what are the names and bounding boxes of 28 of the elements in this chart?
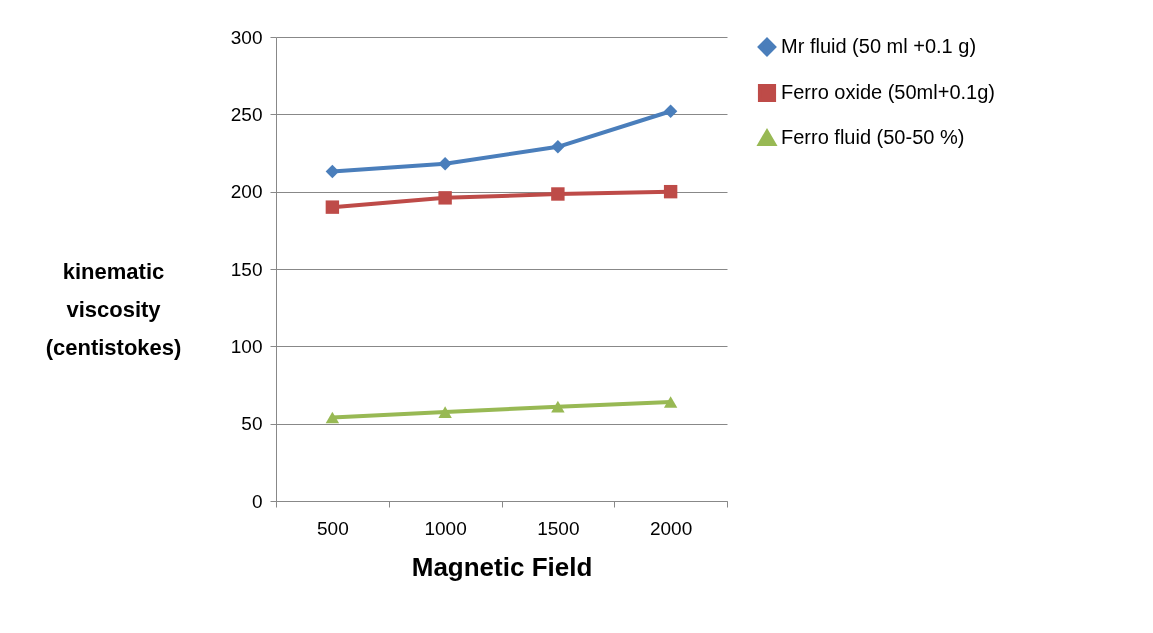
point <box>325 164 340 179</box>
point <box>551 140 565 154</box>
point <box>663 184 678 199</box>
legend-label: Ferro oxide (50ml+0.1g) <box>781 81 995 103</box>
y-tick-label: 0 <box>251 490 263 512</box>
point <box>551 400 565 413</box>
point <box>438 406 452 418</box>
point <box>325 200 340 214</box>
legend-label: Ferro fluid (50-50 %) <box>781 126 965 148</box>
x-tick-label: 1000 <box>424 517 467 539</box>
y-tick-label: 250 <box>230 103 263 125</box>
x-tick-label: 2000 <box>649 517 693 539</box>
point <box>663 104 678 118</box>
x-axis-title: Magnetic Field <box>411 551 593 582</box>
point <box>438 191 452 205</box>
point <box>325 411 340 424</box>
y-tick-label: 50 <box>241 413 263 435</box>
y-tick-label: 300 <box>230 26 263 48</box>
y-axis-title: kinematic viscosity (centistokes) <box>45 258 182 360</box>
x-tick-label: 1500 <box>537 517 580 539</box>
y-tick-label: 200 <box>230 181 263 203</box>
point <box>663 396 678 408</box>
point <box>551 187 565 201</box>
y-tick-label: 150 <box>230 258 263 280</box>
x-tick-label: 500 <box>317 517 349 539</box>
legend-label: Mr fluid (50 ml +0.1 g) <box>781 35 977 57</box>
y-tick-label: 100 <box>230 335 263 357</box>
point <box>438 157 452 171</box>
